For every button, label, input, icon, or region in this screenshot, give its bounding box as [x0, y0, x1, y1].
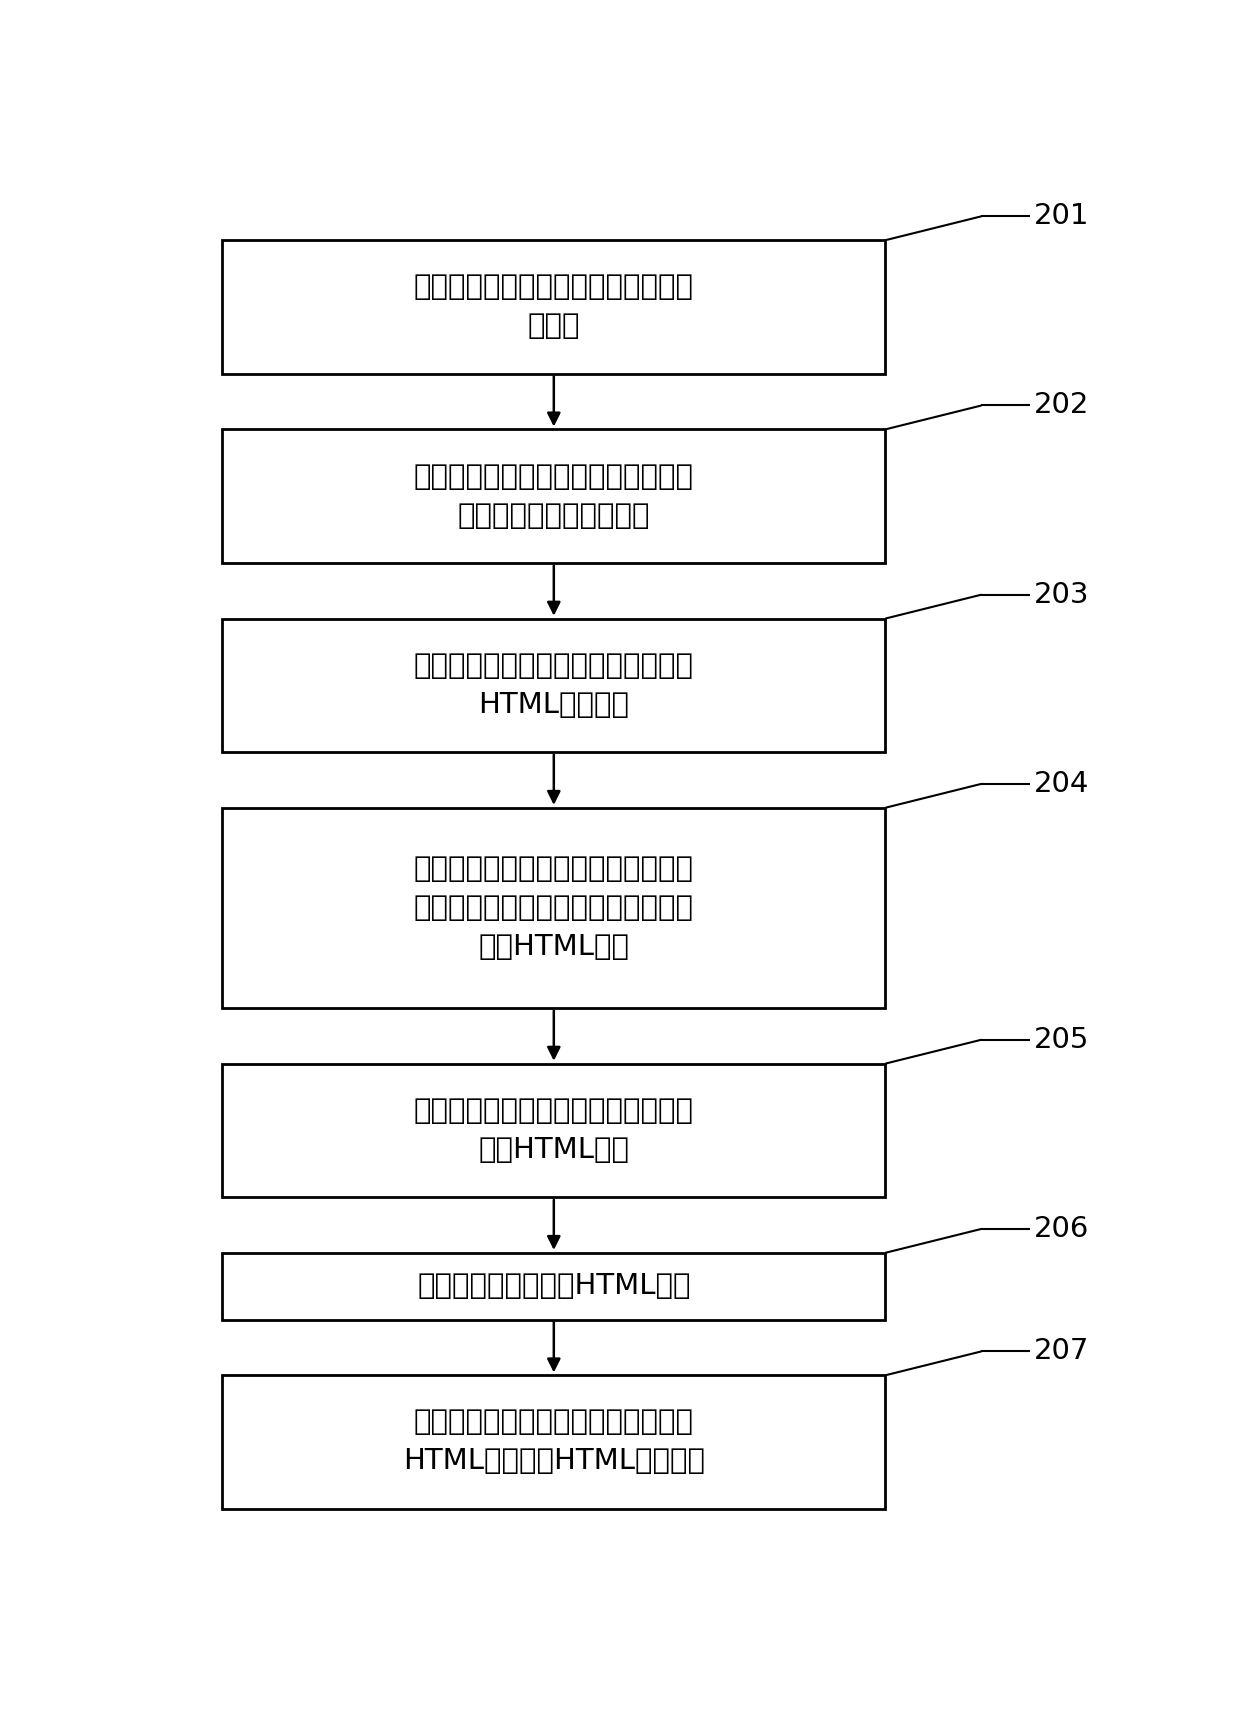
Bar [222, 240, 885, 374]
Text: 203: 203 [1034, 581, 1090, 609]
Bar [222, 1375, 885, 1509]
Text: 浏览器服务器向各浏览器客户端发送
拼接墙和显示单元的参数: 浏览器服务器向各浏览器客户端发送 拼接墙和显示单元的参数 [414, 462, 694, 530]
Bar [222, 1252, 885, 1320]
Text: 各浏览器客户端接收HTML元素: 各浏览器客户端接收HTML元素 [417, 1271, 691, 1301]
Text: 浏览器服务器根据用户输入信息获取
HTML页面内容: 浏览器服务器根据用户输入信息获取 HTML页面内容 [414, 652, 694, 719]
Text: 206: 206 [1034, 1214, 1090, 1244]
Text: 浏览器服务器分别向各浏览器客户端
发送HTML元素: 浏览器服务器分别向各浏览器客户端 发送HTML元素 [414, 1097, 694, 1164]
Text: 202: 202 [1034, 392, 1090, 419]
Bar [222, 430, 885, 562]
Text: 浏览器服务器配置拼接墙和显示单元
的参数: 浏览器服务器配置拼接墙和显示单元 的参数 [414, 273, 694, 340]
Text: 205: 205 [1034, 1026, 1090, 1054]
Bar [222, 1064, 885, 1197]
Text: 201: 201 [1034, 202, 1090, 231]
Bar [222, 619, 885, 752]
Bar [222, 807, 885, 1007]
Text: 浏览器服务器根据拼接墙和显示单元
的参数计算出各浏览器客户端所应显
示的HTML元素: 浏览器服务器根据拼接墙和显示单元 的参数计算出各浏览器客户端所应显 示的HTML… [414, 856, 694, 961]
Text: 204: 204 [1034, 769, 1090, 799]
Text: 207: 207 [1034, 1337, 1090, 1366]
Text: 各浏览器客户端根据自身的分辨率和
HTML元素显示HTML页面内容: 各浏览器客户端根据自身的分辨率和 HTML元素显示HTML页面内容 [403, 1409, 704, 1475]
